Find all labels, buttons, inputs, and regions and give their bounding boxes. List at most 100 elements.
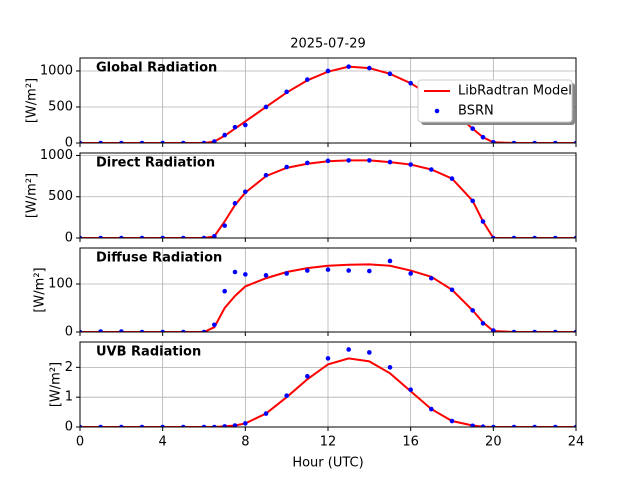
data-point xyxy=(480,321,486,326)
data-point xyxy=(212,139,217,143)
data-point xyxy=(449,176,455,181)
data-point xyxy=(346,64,351,69)
y-tick-label: 100 xyxy=(48,277,73,292)
data-point xyxy=(346,268,351,273)
data-point xyxy=(408,387,413,393)
data-point xyxy=(573,329,576,332)
data-point xyxy=(408,162,413,167)
y-axis-label: [W/m²] xyxy=(33,267,48,312)
y-tick-label: 0 xyxy=(65,420,73,435)
model-line xyxy=(80,65,576,143)
data-point xyxy=(284,393,289,398)
data-point xyxy=(346,158,351,163)
panel-label: Global Radiation xyxy=(96,61,217,76)
data-point xyxy=(160,329,165,332)
x-tick-label: 4 xyxy=(159,435,167,450)
legend-label: LibRadtran Model xyxy=(458,84,572,99)
axes-frame xyxy=(79,152,577,239)
y-axis-label: [W/m²] xyxy=(49,362,64,407)
data-point xyxy=(222,223,227,228)
x-axis-label: Hour (UTC) xyxy=(292,456,363,471)
data-point xyxy=(532,329,537,332)
data-point xyxy=(263,273,269,278)
data-point xyxy=(212,424,217,427)
data-point xyxy=(387,258,393,264)
data-point xyxy=(160,235,165,238)
data-point xyxy=(212,234,217,238)
data-point xyxy=(573,235,576,238)
data-point xyxy=(263,172,269,178)
data-point xyxy=(325,356,331,361)
data-point xyxy=(470,423,475,427)
data-point xyxy=(553,140,558,143)
data-point xyxy=(232,124,238,130)
data-point xyxy=(119,329,124,332)
data-point xyxy=(98,424,103,427)
y-axis-label: [W/m²] xyxy=(25,78,40,123)
x-tick-label: 16 xyxy=(402,435,419,450)
data-point xyxy=(470,126,475,131)
data-point xyxy=(511,235,517,238)
data-point xyxy=(263,104,269,110)
data-point xyxy=(139,424,145,427)
data-point xyxy=(181,235,186,238)
legend-box xyxy=(417,79,573,123)
x-tick-label: 0 xyxy=(76,435,84,450)
data-point xyxy=(429,406,434,412)
y-tick-label: 500 xyxy=(48,189,73,204)
data-point xyxy=(139,140,145,143)
data-point xyxy=(553,329,558,332)
data-point xyxy=(408,80,413,86)
x-tick-label: 12 xyxy=(320,435,337,450)
data-point xyxy=(387,71,393,77)
data-point xyxy=(284,271,289,276)
data-point xyxy=(553,235,558,238)
data-point xyxy=(367,158,372,163)
data-point xyxy=(408,271,413,276)
y-tick-label: 2 xyxy=(65,360,73,375)
data-point xyxy=(470,308,475,313)
axes-frame xyxy=(79,341,577,428)
y-tick-label: 0 xyxy=(65,136,73,151)
y-tick-label: 500 xyxy=(48,99,73,114)
data-point xyxy=(367,268,372,274)
axes-frame xyxy=(79,247,577,333)
data-point xyxy=(119,140,124,143)
y-tick-label: 0 xyxy=(65,231,73,246)
data-point xyxy=(232,201,238,206)
data-point xyxy=(181,329,186,332)
data-point xyxy=(491,424,496,427)
data-point xyxy=(305,268,310,273)
figure-title: 2025-07-29 xyxy=(290,37,366,52)
data-point xyxy=(243,189,248,195)
model-line xyxy=(80,263,576,332)
data-point xyxy=(573,424,576,427)
data-point xyxy=(532,424,537,427)
data-point xyxy=(181,140,186,143)
data-point xyxy=(429,167,434,172)
panel-label: Diffuse Radiation xyxy=(96,251,222,266)
data-point xyxy=(449,287,455,293)
y-tick-label: 1000 xyxy=(40,63,73,78)
data-point xyxy=(98,235,103,238)
data-point xyxy=(243,421,248,426)
data-point xyxy=(553,424,558,427)
data-point xyxy=(160,424,165,427)
data-point xyxy=(387,365,393,370)
data-point xyxy=(201,140,207,143)
data-point xyxy=(480,424,486,427)
data-point xyxy=(181,424,186,427)
data-point xyxy=(511,329,517,332)
data-point xyxy=(80,140,83,143)
data-point xyxy=(387,159,393,165)
data-point xyxy=(480,134,486,140)
data-point xyxy=(222,132,227,138)
data-point xyxy=(449,418,455,424)
y-tick-label: 1 xyxy=(65,390,73,405)
data-point xyxy=(139,235,145,238)
data-point xyxy=(160,140,165,143)
x-tick-label: 8 xyxy=(241,435,249,450)
data-point xyxy=(367,350,372,355)
data-point xyxy=(511,140,517,143)
data-point xyxy=(532,235,537,238)
